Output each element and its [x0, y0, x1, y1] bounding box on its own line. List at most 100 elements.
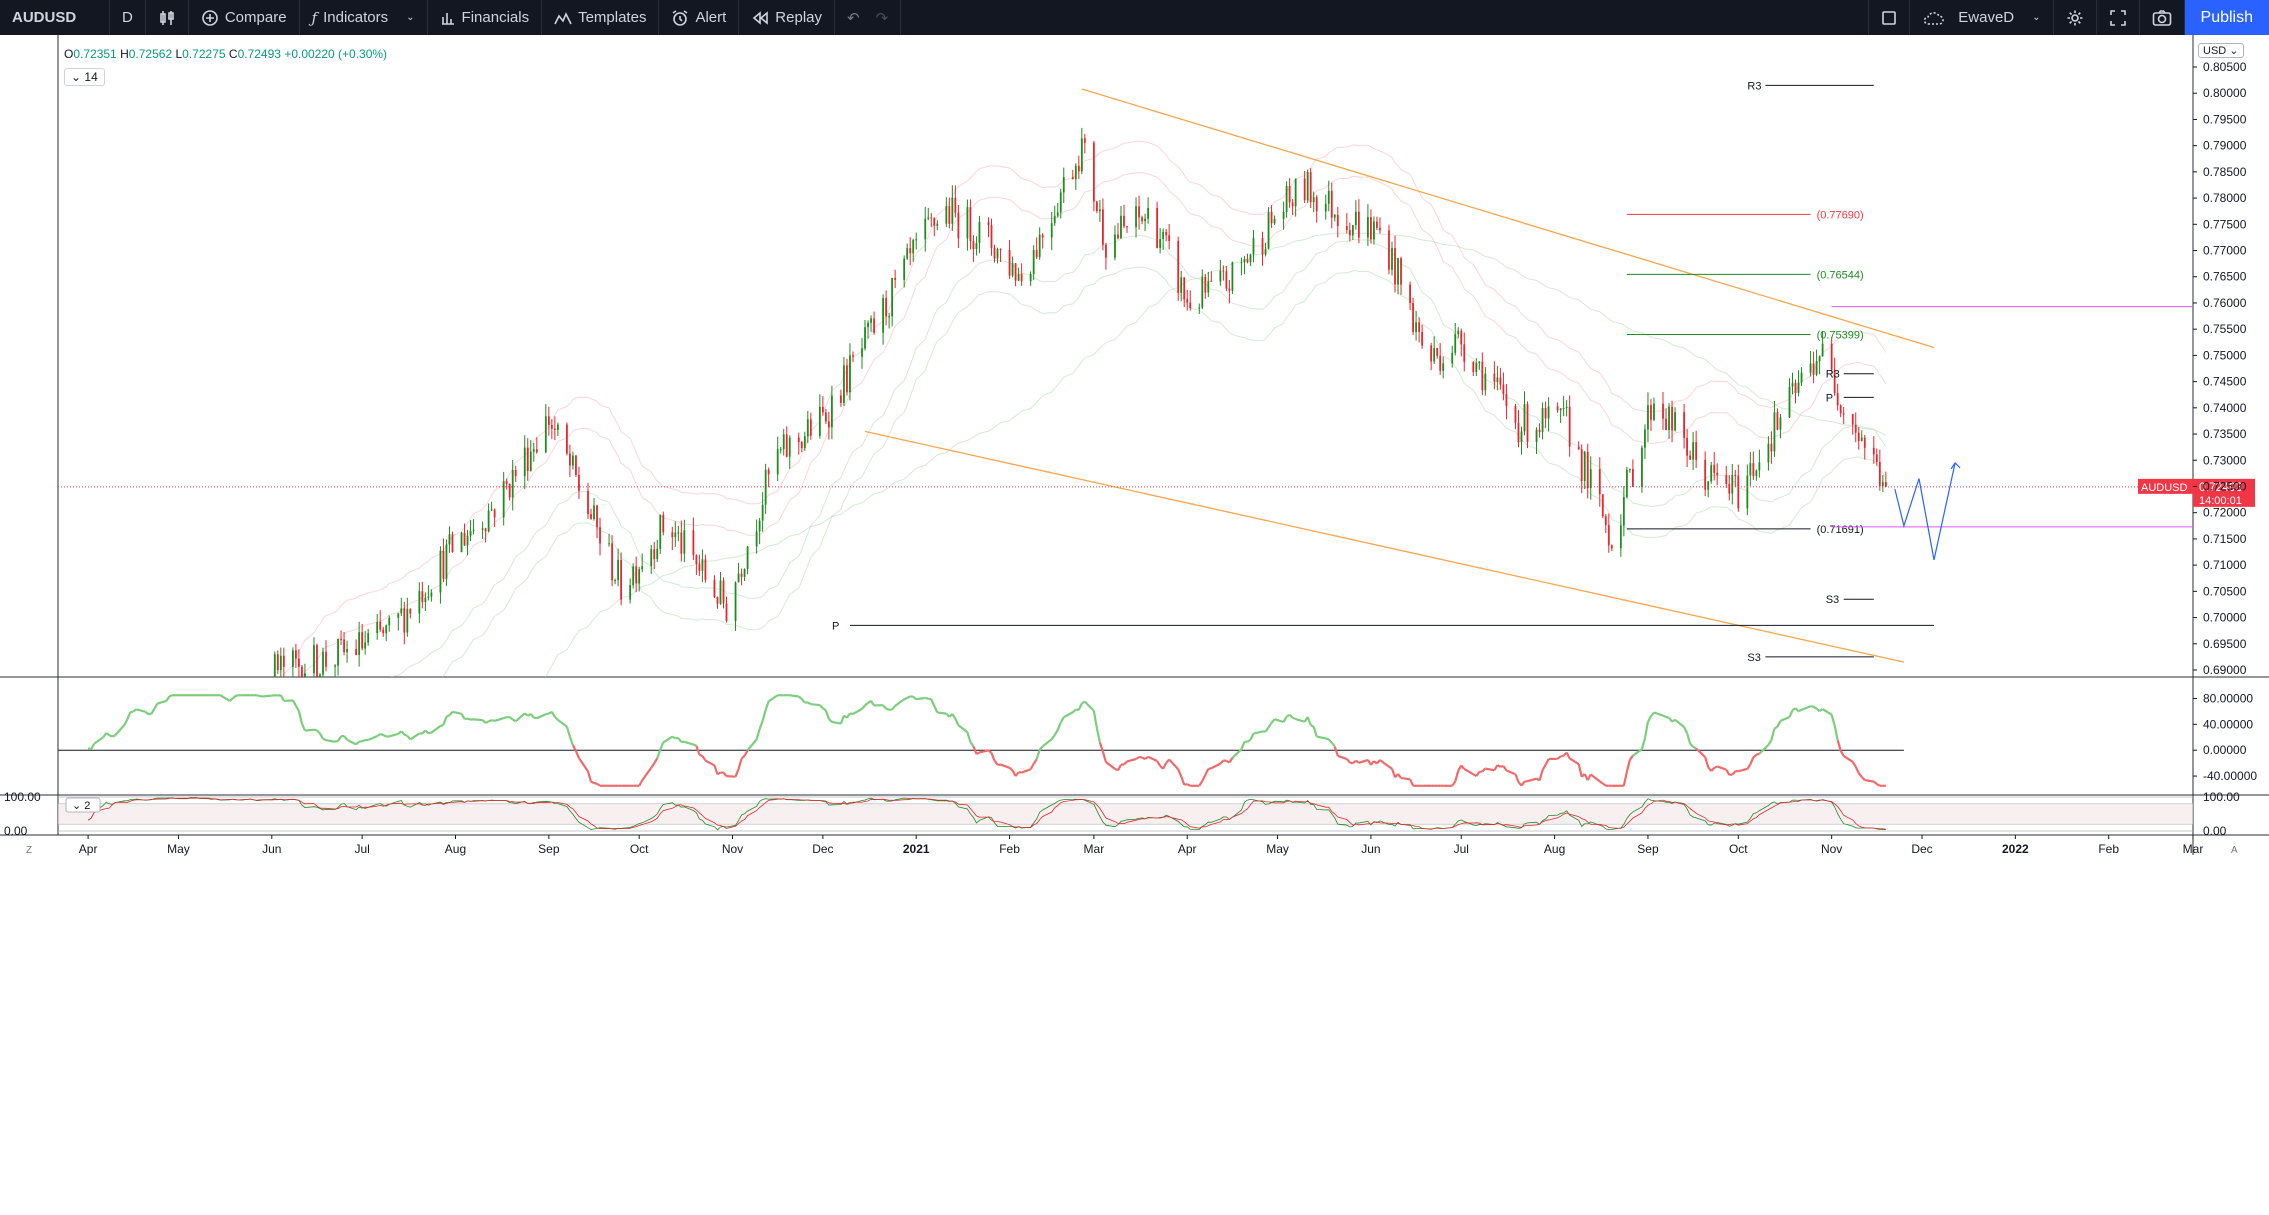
candle-body — [575, 455, 577, 475]
candle-body — [1770, 443, 1773, 452]
candle-body — [1812, 363, 1815, 375]
compare-button[interactable]: Compare — [189, 0, 300, 35]
osc-segment — [1330, 742, 1336, 748]
candle-body — [403, 608, 406, 633]
candle-body — [1056, 212, 1059, 216]
osc-segment — [1240, 741, 1246, 750]
osc-segment — [1520, 780, 1526, 787]
osc-segment — [1481, 767, 1487, 773]
time-tick-label: Sep — [538, 842, 560, 856]
stoch-period-label: ⌄ 2 — [72, 800, 90, 812]
candle-body — [1598, 469, 1601, 495]
alert-button[interactable]: Alert — [659, 0, 740, 35]
osc-segment — [1646, 715, 1652, 723]
pivot-label: R3 — [1747, 80, 1761, 92]
candle-body — [1689, 455, 1692, 460]
indicators-button[interactable]: ƒ Indicators ⌄ — [300, 0, 428, 35]
currency-selector[interactable]: USD ⌄ — [2198, 43, 2244, 58]
candle-body — [650, 549, 653, 567]
osc-segment — [1253, 730, 1263, 735]
candle-body — [1758, 462, 1761, 471]
candle-body — [903, 258, 906, 280]
candle-body — [1008, 250, 1011, 276]
candle-body — [677, 532, 680, 534]
candle-body — [505, 481, 508, 484]
osc-segment — [1451, 780, 1457, 787]
candle-body — [951, 197, 954, 224]
price-tick-label: 0.73500 — [2203, 427, 2247, 441]
candle-body — [364, 642, 367, 649]
fullscreen-button[interactable] — [2097, 0, 2140, 35]
chart-svg[interactable]: R3 R3 P P S3 S3 (0.77690) (0.76544) (0.75399) (0.… — [0, 35, 2269, 1215]
candle-body — [1671, 406, 1673, 431]
osc-segment — [442, 716, 448, 726]
price-axis[interactable]: 0.80500 0.80000 0.79500 0.79000 0.78500 0.780… — [2193, 60, 2247, 677]
osc-segment — [849, 712, 854, 716]
candle-body — [1854, 424, 1857, 433]
osc-segment — [1538, 769, 1544, 781]
templates-button[interactable]: Templates — [542, 0, 660, 35]
osc-segment — [698, 753, 703, 757]
fullscreen-layout-button[interactable] — [1868, 0, 1911, 35]
candle-body — [1138, 206, 1140, 218]
candle-body — [1038, 234, 1041, 258]
osc-segment — [722, 771, 728, 777]
candle-body — [1114, 234, 1116, 258]
candle-body — [719, 580, 722, 604]
candle-body — [945, 206, 948, 224]
candle-body — [1481, 361, 1484, 391]
osc-segment — [1770, 728, 1776, 741]
osc-segment — [695, 745, 701, 756]
projection-path — [1894, 462, 1956, 561]
candles-icon — [160, 10, 174, 25]
candle-body — [891, 277, 894, 317]
candle-body — [1083, 138, 1086, 143]
publish-button[interactable]: Publish — [2184, 0, 2269, 35]
candle-body — [1668, 406, 1670, 431]
undo-icon[interactable]: ↶ — [847, 9, 860, 27]
candle-body — [424, 597, 427, 603]
time-tick-label: Feb — [2098, 842, 2119, 856]
symbol-search[interactable]: AUDUSD — [0, 0, 110, 35]
osc-segment — [1689, 742, 1694, 748]
time-axis[interactable]: Apr May Jun Jul Aug Sep Oct Nov Dec 2021 Feb Mar Apr… — [26, 835, 2238, 856]
osc-segment — [574, 750, 580, 759]
cloud-icon — [1923, 11, 1945, 25]
osc-segment — [1264, 726, 1270, 733]
candle-body — [1189, 302, 1192, 308]
chart-area[interactable]: R3 R3 P P S3 S3 (0.77690) (0.76544) (0.75399) (0.… — [0, 35, 2269, 1215]
interval-button[interactable]: D — [110, 0, 146, 35]
candle-body — [406, 608, 409, 633]
price-tick-label: 0.78500 — [2203, 165, 2247, 179]
indicator-collapse-button[interactable]: ⌄ 14 — [64, 68, 105, 86]
osc-segment — [1325, 737, 1330, 741]
chart-type-button[interactable] — [146, 0, 189, 35]
osc-segment — [334, 739, 339, 743]
osc-segment — [452, 710, 462, 715]
candle-body — [430, 592, 433, 597]
osc-segment — [1746, 763, 1752, 770]
osc-segment — [1756, 752, 1760, 756]
candle-body — [782, 434, 785, 450]
square-icon — [1882, 10, 1897, 25]
candle-body — [1439, 355, 1442, 371]
indicators-label: Indicators — [323, 9, 389, 26]
candle-body — [1737, 475, 1740, 509]
candle-body — [1586, 451, 1589, 488]
financials-button[interactable]: Financials — [428, 0, 543, 35]
osc-segment — [126, 711, 132, 720]
stochastic-pane: 100.00 100.00 0.00 0.00 ⌄ 2 — [4, 790, 2240, 838]
redo-icon[interactable]: ↷ — [875, 9, 889, 27]
layout-menu-button[interactable]: EwaveD ⌄ — [1910, 0, 2054, 35]
candle-body — [827, 421, 830, 428]
osc-segment — [1000, 763, 1010, 769]
candle-body — [451, 534, 454, 553]
snapshot-button[interactable] — [2140, 0, 2185, 35]
fib-label: (0.77690) — [1817, 209, 1864, 221]
candle-body — [1222, 270, 1225, 272]
settings-button[interactable] — [2054, 0, 2097, 35]
candle-body — [797, 437, 800, 443]
candle-body — [999, 249, 1002, 251]
replay-button[interactable]: Replay — [739, 0, 835, 35]
osc-segment — [1370, 760, 1375, 766]
